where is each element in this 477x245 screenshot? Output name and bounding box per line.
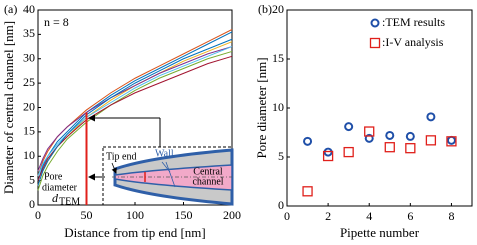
inset-label: diameter xyxy=(42,182,78,193)
marker xyxy=(446,136,457,147)
y-tick-label: 25 xyxy=(23,75,35,89)
x-axis-label: Pipette number xyxy=(340,225,420,240)
data-line xyxy=(37,29,233,176)
annotation: n = 8 xyxy=(44,15,69,29)
y-tick-label: 40 xyxy=(23,2,35,16)
y-tick-label: 35 xyxy=(23,26,35,40)
panel-label: (a) xyxy=(4,2,17,16)
marker xyxy=(364,133,374,143)
panel-label: (b) xyxy=(258,2,272,16)
marker xyxy=(385,130,395,140)
y-axis-label: Pore diameter [nm] xyxy=(254,57,269,158)
y-tick-label: 10 xyxy=(272,100,284,114)
x-tick-label: 6 xyxy=(407,209,413,223)
tip-arrow xyxy=(111,162,117,174)
data-line xyxy=(37,50,233,191)
y-tick-label: 10 xyxy=(23,148,35,162)
marker xyxy=(384,142,395,153)
marker xyxy=(322,150,334,162)
legend-marker xyxy=(370,18,380,28)
y-tick-label: 0 xyxy=(278,198,284,212)
inset-label: Pore xyxy=(44,171,63,182)
wall-pointer xyxy=(165,161,176,188)
y-tick-label: 5 xyxy=(29,172,35,186)
inset-label: TEM xyxy=(59,196,80,207)
y-tick-label: 20 xyxy=(23,99,35,113)
x-tick-label: 4 xyxy=(366,209,372,223)
marker xyxy=(425,135,437,146)
marker xyxy=(343,146,354,158)
marker xyxy=(426,112,436,122)
inset-label: d xyxy=(52,191,59,205)
x-tick-label: 2 xyxy=(325,209,331,223)
x-tick-label: 100 xyxy=(126,208,144,222)
y-tick-label: 5 xyxy=(278,149,284,163)
x-tick-label: 150 xyxy=(175,208,193,222)
y-tick-label: 20 xyxy=(272,2,284,16)
marker xyxy=(405,131,415,141)
x-tick-label: 8 xyxy=(448,209,454,223)
inset-diagram: Tip end Wall Central channel Pore diamet… xyxy=(42,114,234,207)
x-tick-label: 0 xyxy=(35,208,41,222)
y-tick-label: 15 xyxy=(23,124,35,138)
marker xyxy=(446,135,456,145)
legend-label: :I-V analysis xyxy=(382,35,444,49)
inset-label: Central xyxy=(193,166,223,177)
data-line xyxy=(37,38,233,186)
data-line xyxy=(37,46,233,172)
data-line xyxy=(37,46,233,176)
inset-label: channel xyxy=(192,176,223,187)
y-axis-label: Diameter of central channel [nm] xyxy=(1,21,16,194)
y-tick-label: 15 xyxy=(272,51,284,65)
x-tick-label: 200 xyxy=(223,208,241,222)
data-line xyxy=(37,55,233,181)
marker xyxy=(302,186,313,197)
x-axis-label: Distance from tip end [nm] xyxy=(64,225,206,240)
legend-marker xyxy=(369,37,381,49)
x-tick-label: 50 xyxy=(81,208,93,222)
marker xyxy=(405,143,416,154)
marker xyxy=(344,122,354,132)
inset-label: Wall xyxy=(155,148,174,159)
marker xyxy=(364,126,375,137)
marker xyxy=(303,136,313,146)
x-tick-label: 0 xyxy=(284,209,290,223)
y-tick-label: 0 xyxy=(29,197,35,211)
legend-label: :TEM results xyxy=(382,15,445,29)
y-tick-label: 30 xyxy=(23,51,35,65)
inset-label: Tip end xyxy=(106,151,136,162)
central-channel xyxy=(114,164,233,191)
